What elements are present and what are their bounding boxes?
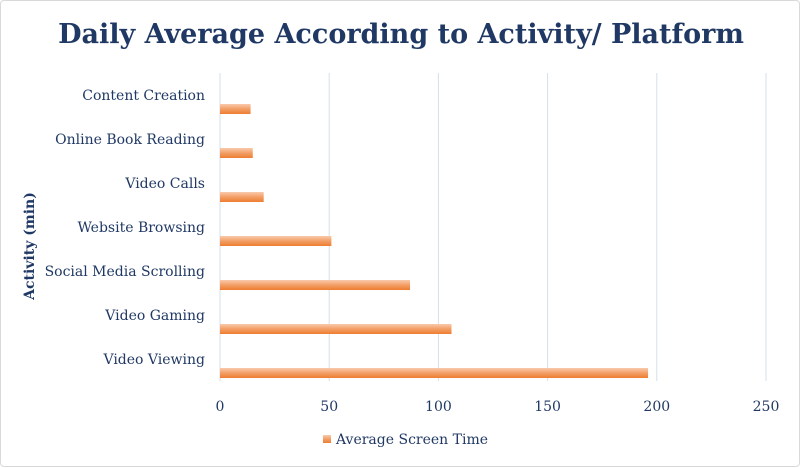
- bar-video-calls: [220, 192, 264, 202]
- bars: [220, 104, 649, 378]
- gridlines: [219, 73, 767, 381]
- y-axis-label: Activity (min): [22, 192, 38, 301]
- x-tick-label: 250: [753, 399, 780, 415]
- category-label: Social Media Scrolling: [45, 264, 205, 280]
- x-tick-label: 50: [320, 399, 338, 415]
- x-tick-label: 150: [534, 399, 561, 415]
- category-labels: Content Creation Online Book Reading Video…: [45, 88, 205, 368]
- category-label: Online Book Reading: [55, 132, 205, 148]
- x-tick-label: 200: [643, 399, 670, 415]
- x-tick-label: 100: [425, 399, 452, 415]
- x-tick-labels: 0 50 100 150 200 250: [216, 399, 780, 415]
- category-label: Video Calls: [124, 176, 205, 192]
- category-label: Video Gaming: [104, 308, 205, 324]
- category-label: Website Browsing: [77, 220, 205, 236]
- legend-swatch: [323, 435, 331, 443]
- bar-online-book-reading: [220, 148, 253, 158]
- bar-social-media-scrolling: [220, 280, 411, 290]
- chart-title: Daily Average According to Activity/ Pla…: [58, 19, 744, 50]
- bar-website-browsing: [220, 236, 332, 246]
- bar-video-gaming: [220, 324, 452, 334]
- legend-label: Average Screen Time: [335, 432, 488, 448]
- legend: Average Screen Time: [323, 432, 488, 448]
- x-tick-label: 0: [216, 399, 225, 415]
- category-label: Video Viewing: [102, 352, 205, 368]
- bar-video-viewing: [220, 368, 649, 378]
- category-label: Content Creation: [82, 88, 205, 104]
- bar-content-creation: [220, 104, 251, 114]
